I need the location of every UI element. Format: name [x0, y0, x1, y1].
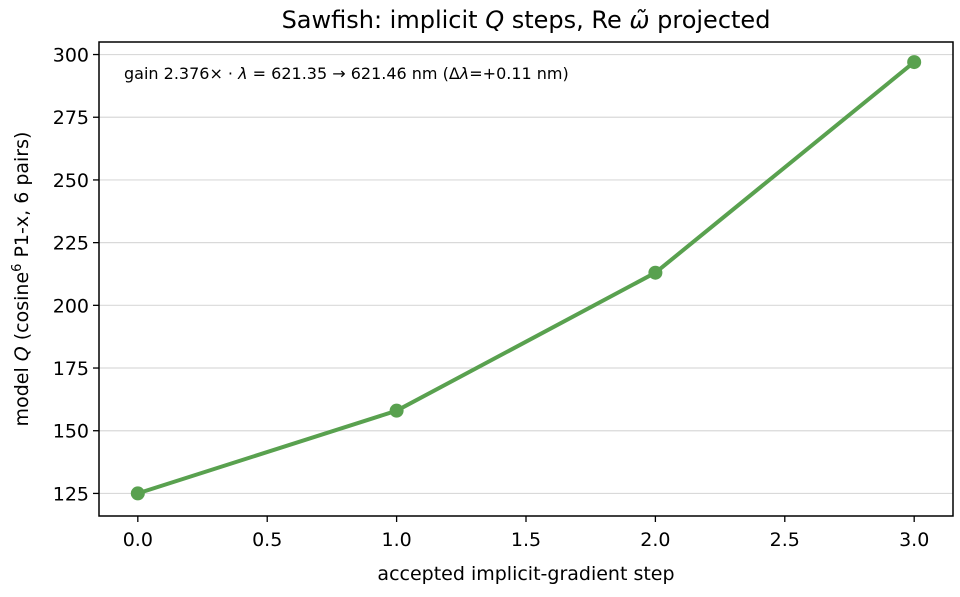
x-tick-label: 0.0: [123, 529, 153, 551]
x-tick-label: 2.5: [770, 529, 800, 551]
data-point: [389, 403, 404, 418]
x-tick-label: 1.5: [511, 529, 541, 551]
x-tick-label: 2.0: [640, 529, 670, 551]
x-tick-label: 3.0: [899, 529, 929, 551]
y-tick-label: 250: [53, 170, 89, 192]
chart-annotation: gain 2.376× · λ = 621.35 → 621.46 nm (Δλ…: [124, 64, 569, 83]
y-tick-label: 175: [53, 358, 89, 380]
y-tick-label: 300: [53, 45, 89, 67]
y-tick-label: 200: [53, 295, 89, 317]
y-tick-label: 125: [53, 483, 89, 505]
y-axis-label: model Q (cosine6 P1-x, 6 pairs): [10, 132, 33, 427]
plot-frame: [98, 41, 954, 517]
y-tick-label: 150: [53, 421, 89, 443]
data-point: [130, 486, 145, 501]
series-line: [135, 60, 917, 496]
x-axis-label: accepted implicit-gradient step: [377, 563, 674, 585]
y-tick-label: 275: [53, 107, 89, 129]
x-tick-label: 0.5: [252, 529, 282, 551]
data-point: [648, 265, 663, 280]
y-tick-label: 225: [53, 233, 89, 255]
chart-title: Sawfish: implicit Q steps, Re ω̃ project…: [282, 6, 771, 34]
data-point: [907, 55, 922, 70]
x-tick-label: 1.0: [381, 529, 411, 551]
